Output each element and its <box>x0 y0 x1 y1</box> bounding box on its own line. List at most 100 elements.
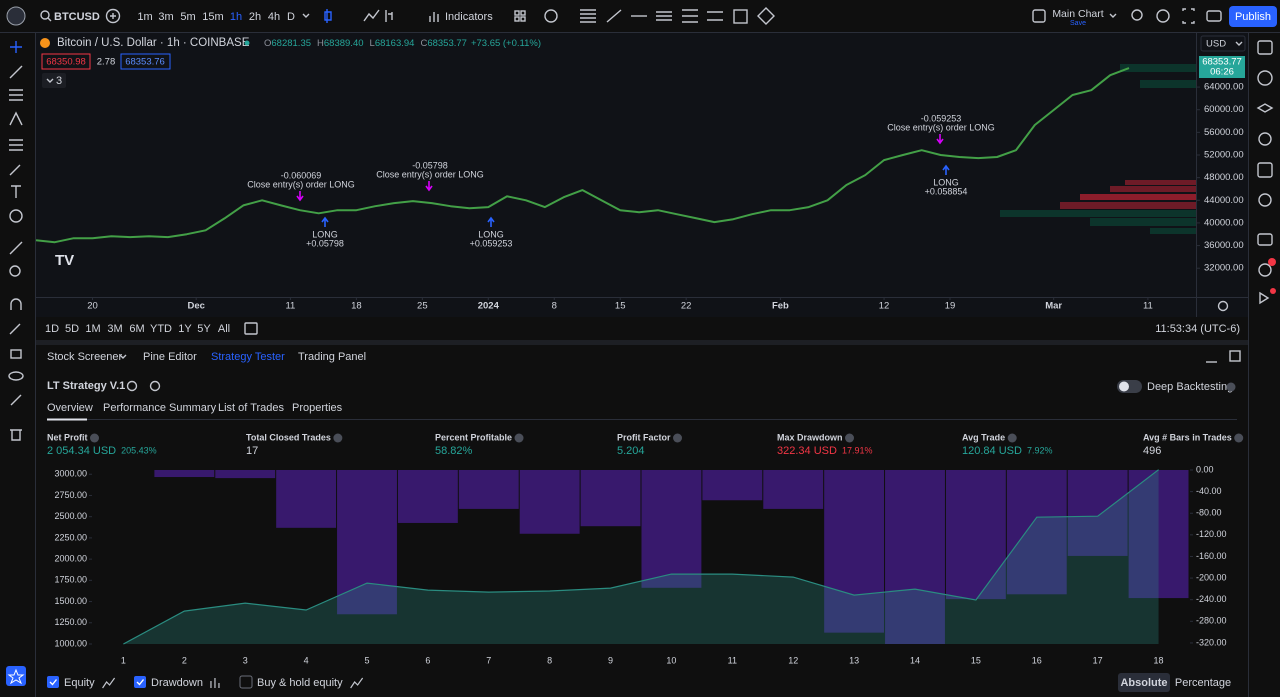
stay-drawing[interactable] <box>9 323 21 335</box>
interval-button[interactable]: 2h <box>249 11 261 23</box>
strategy-tab[interactable]: Performance Summary <box>103 402 217 414</box>
panel-tab[interactable]: Strategy Tester <box>211 351 285 363</box>
ruler-tool[interactable] <box>9 241 23 255</box>
info-icon[interactable] <box>673 433 683 443</box>
line-type-icon[interactable] <box>363 9 380 22</box>
lock-tool[interactable] <box>10 349 22 359</box>
trend-line-icon[interactable] <box>606 9 622 23</box>
interval-button[interactable]: 1h <box>230 11 242 23</box>
maximize-panel[interactable] <box>1229 350 1241 362</box>
templates-icon[interactable] <box>514 10 520 16</box>
fib-tool[interactable] <box>9 89 23 101</box>
currency-selector[interactable] <box>1200 35 1246 52</box>
goto-date[interactable] <box>244 322 258 335</box>
layers-icon[interactable] <box>1256 103 1274 113</box>
legend-checkbox[interactable] <box>239 675 253 689</box>
panel-tab[interactable]: Trading Panel <box>298 351 366 363</box>
layout-name[interactable]: Main Chart <box>1052 8 1103 20</box>
interval-button[interactable]: 3m <box>158 11 173 23</box>
interval-button[interactable]: 4h <box>268 11 280 23</box>
range-button[interactable]: 5D <box>65 323 79 335</box>
icon-tool[interactable] <box>9 209 23 223</box>
indicators-icon[interactable] <box>429 12 439 22</box>
range-button[interactable]: YTD <box>150 323 172 335</box>
indicators-button[interactable]: Indicators <box>445 11 493 23</box>
pattern-tool[interactable] <box>9 111 23 126</box>
chat-icon[interactable] <box>1257 233 1273 246</box>
calendar-icon[interactable] <box>1257 162 1273 178</box>
info-icon[interactable] <box>333 433 343 443</box>
indicators-toggle[interactable] <box>42 73 66 88</box>
hotlist-icon[interactable] <box>1258 132 1272 146</box>
interval-dropdown[interactable] <box>302 13 310 18</box>
avatar[interactable] <box>6 6 26 26</box>
interval-button[interactable]: 5m <box>180 11 195 23</box>
bar-type-icon[interactable] <box>385 10 393 22</box>
range-button[interactable]: 3M <box>107 323 122 335</box>
parallel-icon[interactable] <box>656 11 672 21</box>
info-icon[interactable] <box>1234 433 1244 443</box>
absolute-button[interactable] <box>1118 673 1170 692</box>
legend-checkbox[interactable] <box>134 676 146 688</box>
ideas-icon[interactable] <box>1258 193 1272 207</box>
pattern-icon[interactable] <box>757 7 775 25</box>
range-button[interactable]: 6M <box>129 323 144 335</box>
watchlist-icon[interactable] <box>1257 40 1273 55</box>
favorites-button[interactable] <box>6 666 26 686</box>
range-button[interactable]: 1M <box>85 323 100 335</box>
range-button[interactable]: 5Y <box>197 323 211 335</box>
publish-button[interactable] <box>1229 6 1277 27</box>
panel-tab[interactable]: Stock Screener <box>47 351 123 363</box>
buy-button[interactable] <box>120 53 171 70</box>
range-button[interactable]: 1D <box>45 323 59 335</box>
crosshair-tool[interactable] <box>10 41 22 53</box>
fullscreen-icon[interactable] <box>1182 8 1195 24</box>
interval-button[interactable]: 15m <box>202 11 223 23</box>
prediction-tool[interactable] <box>9 139 23 151</box>
symbol[interactable]: BTCUSD <box>54 11 100 23</box>
fib-icon[interactable] <box>682 9 698 23</box>
magnet-tool[interactable] <box>10 298 22 310</box>
range-button[interactable]: All <box>218 323 230 335</box>
line-tool[interactable] <box>9 65 23 79</box>
legend-checkbox[interactable] <box>47 676 59 688</box>
strategy-settings[interactable] <box>126 380 138 392</box>
help-icon[interactable] <box>1226 382 1236 392</box>
link-tool[interactable] <box>10 394 22 406</box>
strategy-tab[interactable]: List of Trades <box>218 402 285 414</box>
replay-icon[interactable] <box>1259 291 1270 305</box>
interval-button[interactable]: 1m <box>137 11 152 23</box>
quick-search[interactable] <box>1131 9 1143 21</box>
info-icon[interactable] <box>90 433 99 443</box>
text-tool[interactable] <box>11 185 21 198</box>
strategy-tab[interactable]: Overview <box>47 402 93 414</box>
delete-tool[interactable] <box>10 429 22 441</box>
rectangle-icon[interactable] <box>733 9 748 24</box>
layout-icon[interactable] <box>1032 9 1046 23</box>
interval-button[interactable]: D <box>287 11 295 23</box>
settings-icon[interactable] <box>1156 9 1170 23</box>
sell-button[interactable] <box>41 53 91 70</box>
hide-tool[interactable] <box>8 371 24 381</box>
zoom-tool[interactable] <box>9 265 21 277</box>
info-icon[interactable] <box>1007 433 1017 443</box>
info-icon[interactable] <box>514 433 524 443</box>
screenshot-icon[interactable] <box>1206 10 1222 22</box>
screener-chevron[interactable] <box>119 354 127 359</box>
range-button[interactable]: 1Y <box>178 323 192 335</box>
search-icon[interactable] <box>40 10 50 20</box>
candles-icon[interactable] <box>324 9 332 23</box>
add-symbol[interactable] <box>105 8 121 24</box>
strategy-source[interactable] <box>149 380 161 392</box>
layout-dropdown[interactable] <box>1109 13 1117 18</box>
chart-settings[interactable] <box>1217 300 1229 312</box>
strategy-tab[interactable]: Properties <box>292 402 343 414</box>
brush-tool[interactable] <box>9 164 21 176</box>
panel-tab[interactable]: Pine Editor <box>143 351 197 363</box>
channel-icon[interactable] <box>707 11 723 21</box>
percentage-label[interactable]: Percentage <box>1175 677 1231 689</box>
alert-icon[interactable] <box>544 9 558 23</box>
streams-icon[interactable] <box>1258 263 1272 277</box>
alerts-icon[interactable] <box>1257 70 1273 86</box>
tool-icon[interactable] <box>580 9 596 23</box>
